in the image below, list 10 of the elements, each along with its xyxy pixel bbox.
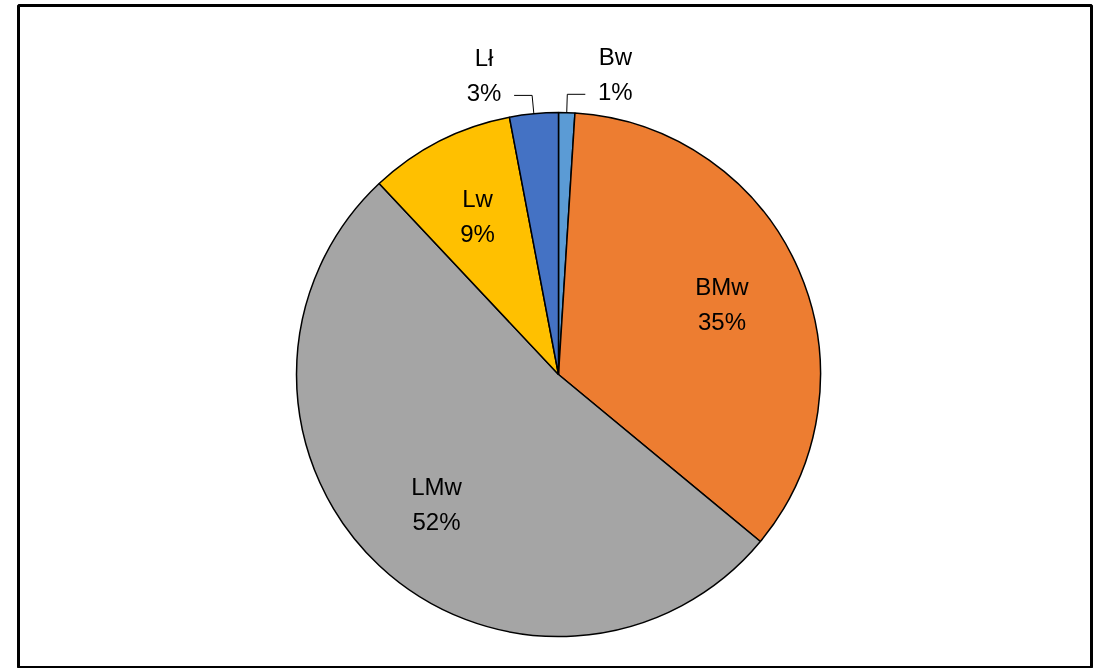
slice-label: LMw: [411, 473, 463, 501]
data-label: 1%: [597, 78, 633, 106]
data-label: 35%: [697, 307, 747, 335]
data-label: 3%: [466, 79, 502, 107]
slice-label: BMw: [695, 272, 750, 300]
data-label: 9%: [460, 219, 495, 247]
slice-label: Lw: [462, 184, 494, 212]
slice-label: Lł: [474, 44, 495, 72]
slice-label: Bw: [598, 43, 633, 71]
data-label: 52%: [412, 508, 461, 536]
